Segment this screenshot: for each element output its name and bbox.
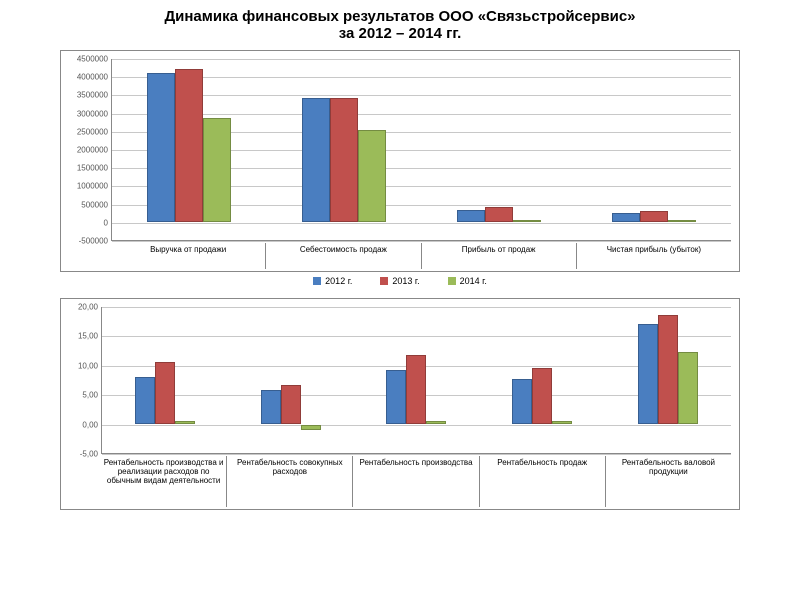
bar [261,390,281,424]
bar [281,385,301,424]
bar [485,207,513,222]
bar [658,315,678,423]
gridline [102,454,731,455]
bar-group [576,59,731,240]
ytick-label: 20,00 [78,303,102,312]
xaxis-label: Выручка от продажи [111,243,265,269]
bar [512,379,532,424]
title-line-1: Динамика финансовых результатов ООО «Свя… [164,8,635,25]
xaxis-label: Рентабельность совокупных расходов [226,456,352,507]
bar-group [112,59,267,240]
legend-item: 2014 г. [448,276,487,286]
bar-group [605,307,731,453]
legend-label: 2014 г. [460,276,487,286]
ytick-label: 15,00 [78,332,102,341]
xaxis-label: Чистая прибыль (убыток) [576,243,731,269]
legend-label: 2012 г. [325,276,352,286]
bar [638,324,658,424]
ytick-label: 2000000 [77,146,112,155]
ytick-label: -5,00 [80,450,102,459]
ytick-label: 0 [104,218,112,227]
bar [457,210,485,222]
bar [678,352,698,424]
xaxis-label: Рентабельность производства и реализации… [101,456,226,507]
ytick-label: 4000000 [77,73,112,82]
ytick-label: 5,00 [82,391,102,400]
ytick-label: 1500000 [77,164,112,173]
bar [513,220,541,222]
bar [203,118,231,222]
bar [532,368,552,424]
bar [147,73,175,222]
bar [330,98,358,222]
bar-group [228,307,354,453]
ytick-label: 4500000 [77,55,112,64]
bars-row [112,59,731,240]
legend-item: 2012 г. [313,276,352,286]
legend-label: 2013 г. [392,276,419,286]
bar [386,370,406,424]
legend-swatch [380,277,388,285]
bar-group [267,59,422,240]
bar-group [354,307,480,453]
bar-group [422,59,577,240]
bar [640,211,668,222]
legend-item: 2013 г. [380,276,419,286]
bar-group [479,307,605,453]
ytick-label: 3500000 [77,91,112,100]
bar [552,421,572,424]
bar [175,69,203,222]
bars-row [102,307,731,453]
xaxis-label: Рентабельность производства [352,456,478,507]
ytick-label: 3000000 [77,109,112,118]
ytick-label: 2500000 [77,127,112,136]
ytick-label: -500000 [79,237,112,246]
xaxis-label: Себестоимость продаж [265,243,420,269]
gridline [112,241,731,242]
ytick-label: 500000 [81,200,112,209]
xaxis-label: Прибыль от продаж [421,243,576,269]
xaxis-label: Рентабельность продаж [479,456,605,507]
bar [358,130,386,222]
xaxis-label: Рентабельность валовой продукции [605,456,731,507]
bar [301,425,321,430]
bar [668,220,696,222]
ytick-label: 10,00 [78,361,102,370]
bar [302,98,330,222]
chart-2: -5,00 0,00 5,00 10,00 15,00 20,00 Рентабельно… [60,298,740,510]
bar [426,421,446,424]
legend-swatch [448,277,456,285]
ytick-label: 0,00 [82,420,102,429]
ytick-label: 1000000 [77,182,112,191]
chart-1: -500000 0 500000 1000000 1500000 2000000 25000… [60,50,740,290]
bar [612,213,640,222]
legend-swatch [313,277,321,285]
bar-group [102,307,228,453]
page-title: Динамика финансовых результатов ООО «Свя… [0,0,800,46]
bar [135,377,155,424]
bar [155,362,175,423]
title-line-2: за 2012 – 2014 гг. [339,25,462,42]
chart-1-legend: 2012 г. 2013 г. 2014 г. [60,272,740,290]
bar [406,355,426,423]
bar [175,421,195,424]
